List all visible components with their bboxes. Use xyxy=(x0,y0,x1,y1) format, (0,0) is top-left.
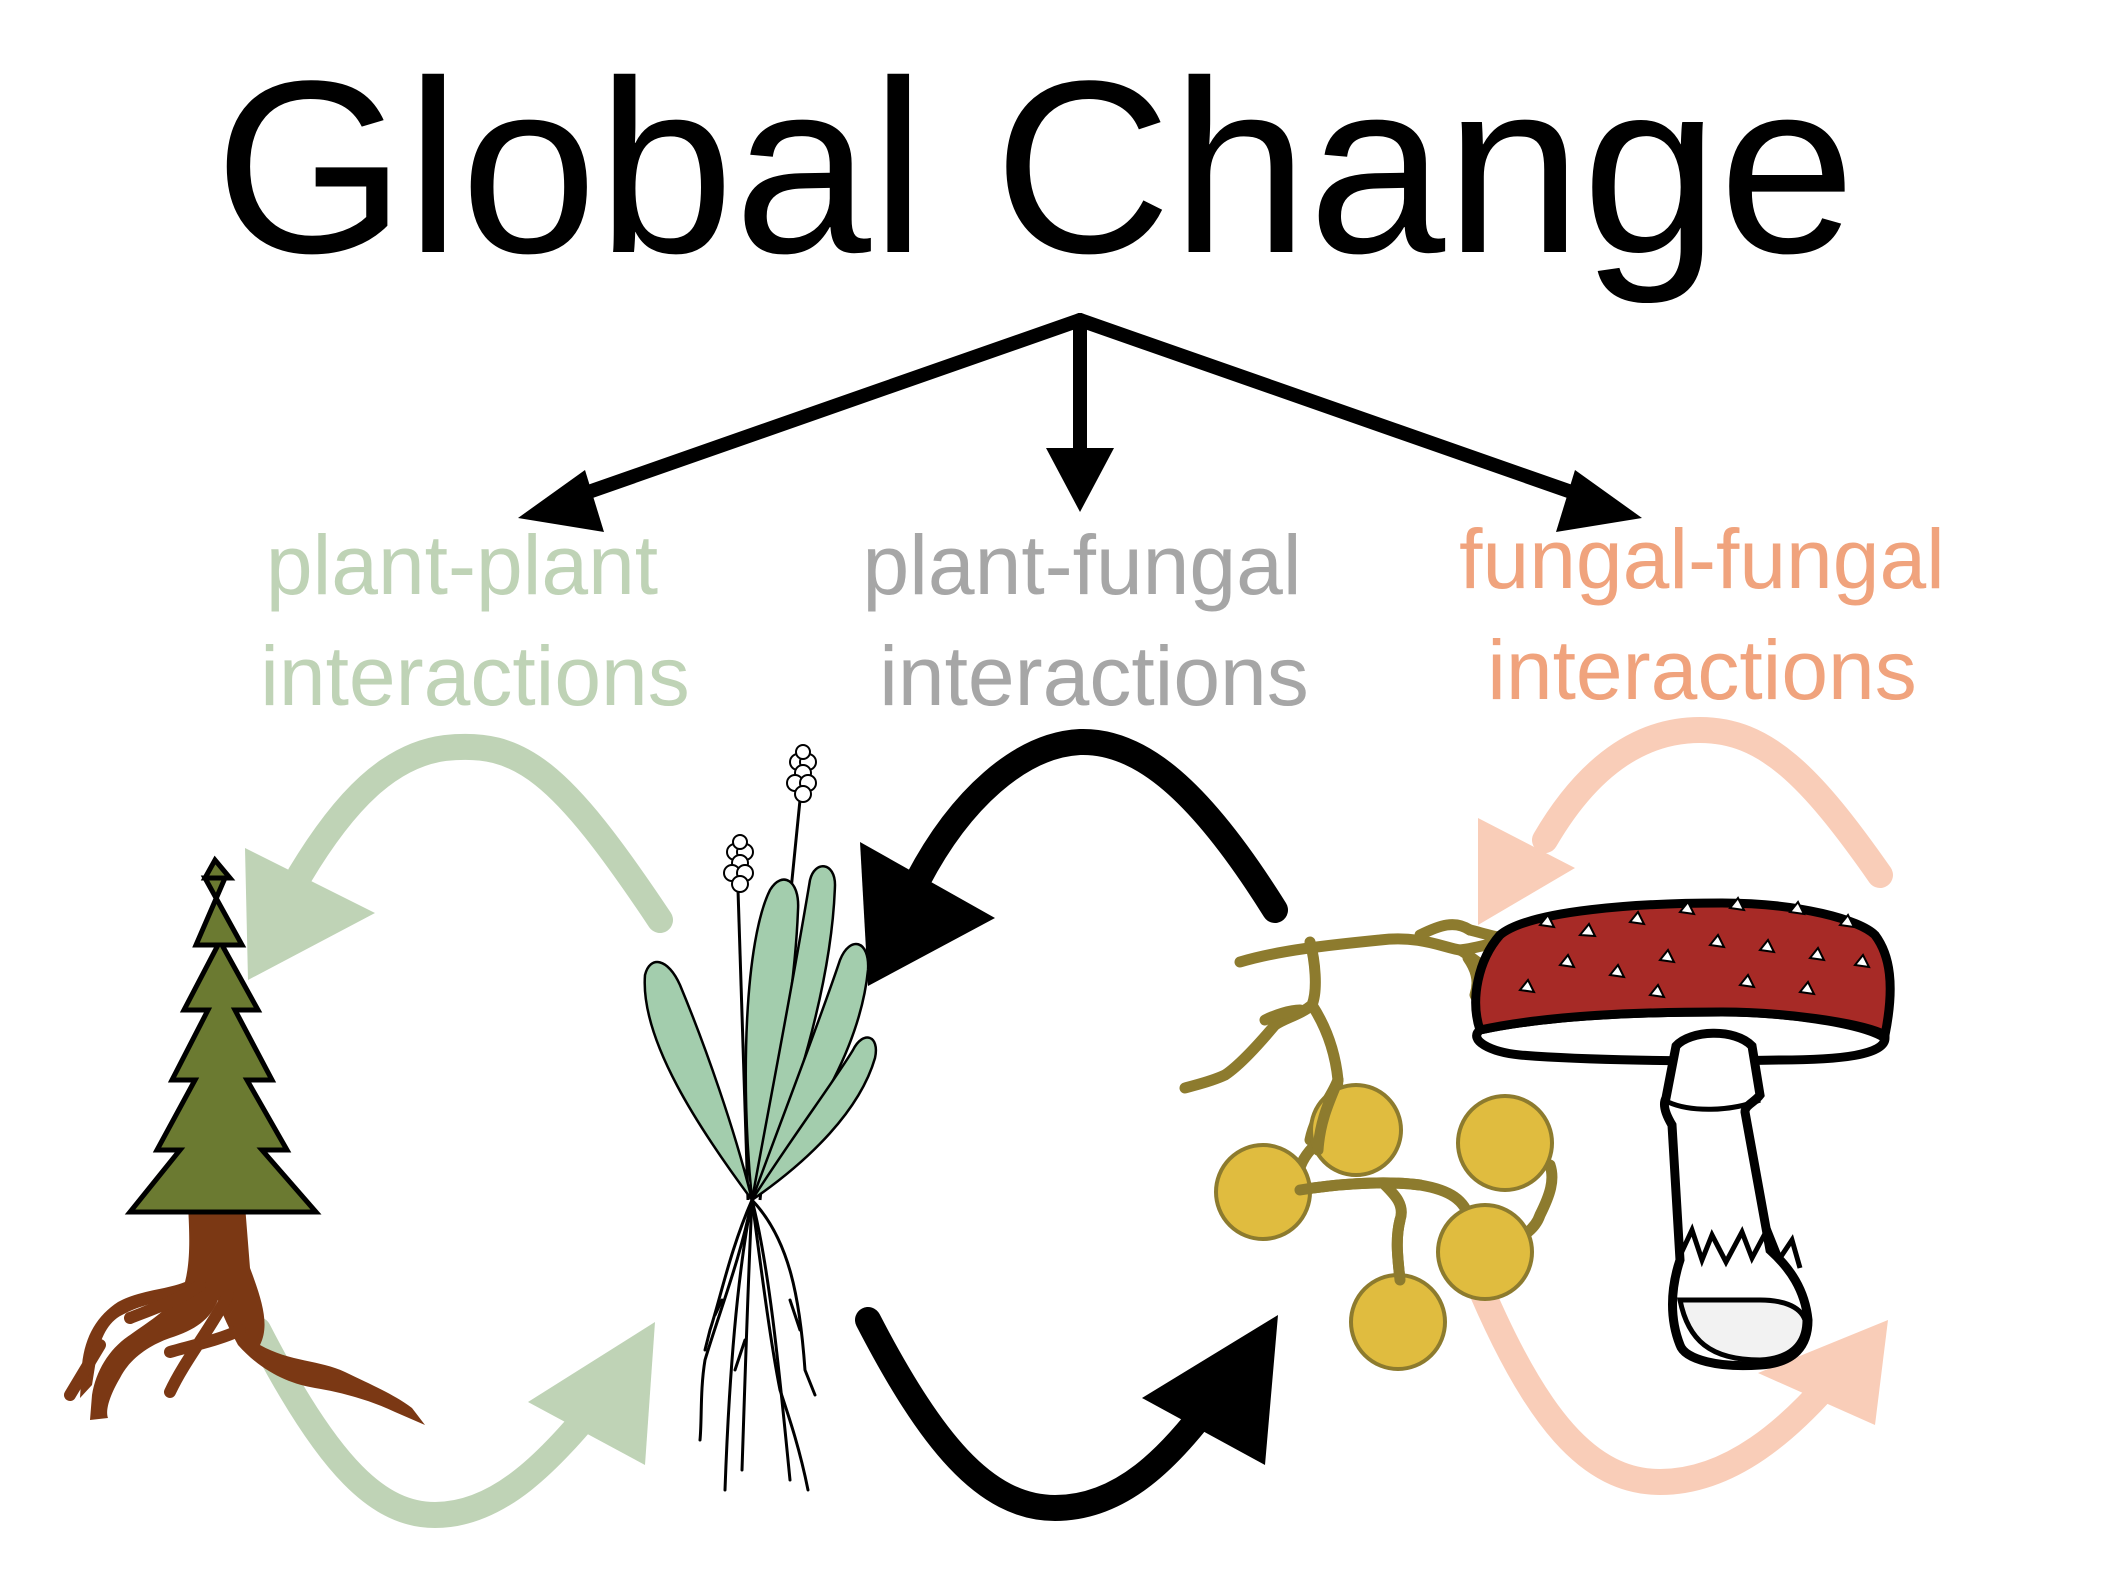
spores xyxy=(1214,1083,1554,1371)
tree-foliage xyxy=(124,855,322,1215)
label-fungal-fungal-line2: interactions xyxy=(1487,623,1917,717)
mushroom-cap xyxy=(1471,898,1895,1042)
conifer-tree-icon xyxy=(64,855,425,1425)
plant-plant-cycle xyxy=(245,733,673,1529)
plant-fungal-arrowhead-top xyxy=(860,842,995,986)
diagram-title: Global Change xyxy=(214,30,1855,305)
label-plant-fungal: plant-fungal interactions xyxy=(863,518,1309,723)
label-plant-fungal-line1: plant-fungal xyxy=(863,518,1302,612)
label-fungal-fungal: fungal-fungal interactions xyxy=(1459,512,1945,717)
fungal-fungal-arrow-bottom xyxy=(1462,1262,1853,1496)
arrow-to-fungal-fungal xyxy=(1073,313,1607,509)
plant-fungal-arrow-bottom xyxy=(855,1307,1233,1522)
mushroom-stem xyxy=(1659,1028,1813,1371)
label-plant-fungal-line2: interactions xyxy=(879,629,1309,723)
herb-roots xyxy=(698,1198,817,1492)
mushroom-volva-tears xyxy=(1675,1222,1803,1269)
plant-plant-arrow-top xyxy=(287,733,673,933)
plant-fungal-arrowhead-bottom xyxy=(1142,1315,1278,1465)
herb-flower-heads xyxy=(723,744,817,893)
plant-plant-arrowhead-bottom xyxy=(528,1322,655,1465)
fungal-fungal-arrowhead-bottom xyxy=(1758,1320,1888,1425)
fungal-fungal-cycle xyxy=(1462,716,1893,1496)
spore xyxy=(1456,1094,1554,1192)
herb-leaves xyxy=(643,865,878,1202)
amanita-mushroom-icon xyxy=(1471,896,1895,1371)
arrowhead-plant-plant xyxy=(518,470,604,532)
plant-fungal-arrow-top xyxy=(905,728,1288,923)
label-fungal-fungal-line1: fungal-fungal xyxy=(1459,512,1945,606)
mushroom-ring xyxy=(1666,1097,1761,1112)
fungal-fungal-arrow-top xyxy=(1532,716,1893,888)
spore xyxy=(1436,1203,1534,1301)
plantain-herb-icon xyxy=(643,744,878,1492)
mushroom-volva xyxy=(1676,1297,1808,1363)
global-change-arrows xyxy=(518,313,1642,532)
label-plant-plant: plant-plant interactions xyxy=(260,518,690,723)
label-plant-plant-line2: interactions xyxy=(260,629,690,723)
tree-roots xyxy=(80,1205,425,1425)
arrow-to-plant-plant xyxy=(553,313,1087,509)
tree-roots-extra xyxy=(64,1279,246,1401)
mushroom-cap-warts xyxy=(1518,896,1871,999)
arrowhead-plant-fungal xyxy=(1046,448,1114,512)
arrowhead-fungal-fungal xyxy=(1556,470,1642,532)
plant-plant-arrowhead-top xyxy=(245,848,375,980)
plant-fungal-cycle xyxy=(855,728,1288,1522)
fungal-fungal-arrowhead-top xyxy=(1478,818,1575,925)
spore xyxy=(1349,1273,1447,1371)
label-plant-plant-line1: plant-plant xyxy=(266,518,658,612)
hyphae-overlay xyxy=(1294,1074,1426,1286)
plant-plant-arrow-bottom xyxy=(245,1317,613,1529)
spore xyxy=(1309,1083,1403,1177)
